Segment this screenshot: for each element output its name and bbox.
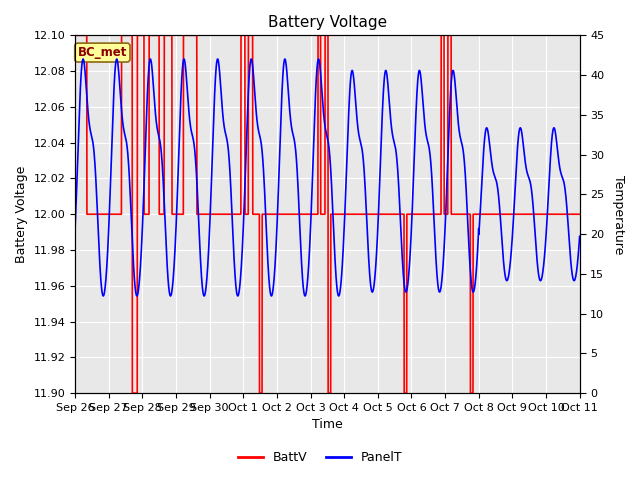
Text: BC_met: BC_met: [77, 46, 127, 59]
Y-axis label: Battery Voltage: Battery Voltage: [15, 166, 28, 263]
Legend: BattV, PanelT: BattV, PanelT: [232, 446, 408, 469]
Title: Battery Voltage: Battery Voltage: [268, 15, 387, 30]
Y-axis label: Temperature: Temperature: [612, 175, 625, 254]
X-axis label: Time: Time: [312, 419, 343, 432]
